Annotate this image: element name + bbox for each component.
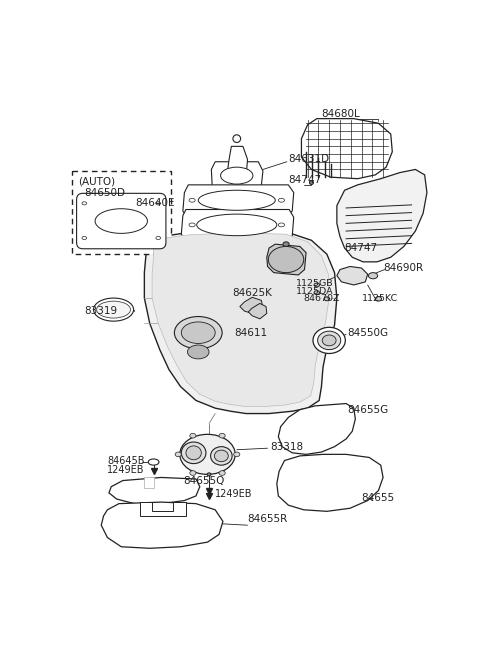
Text: 84655R: 84655R: [248, 514, 288, 524]
Ellipse shape: [95, 209, 147, 233]
FancyBboxPatch shape: [77, 193, 166, 249]
Polygon shape: [211, 162, 263, 189]
Text: 84631D: 84631D: [288, 155, 329, 164]
Ellipse shape: [314, 283, 320, 287]
Ellipse shape: [314, 291, 320, 295]
Polygon shape: [152, 233, 329, 407]
Ellipse shape: [324, 297, 330, 301]
Polygon shape: [337, 170, 427, 262]
Ellipse shape: [82, 236, 86, 240]
Ellipse shape: [175, 452, 181, 457]
Text: 84550G: 84550G: [348, 328, 389, 338]
Polygon shape: [109, 477, 200, 504]
Text: 83319: 83319: [84, 306, 118, 316]
Text: 84680L: 84680L: [322, 109, 360, 119]
Ellipse shape: [181, 442, 206, 464]
Text: 84645B: 84645B: [108, 455, 145, 466]
Polygon shape: [101, 502, 223, 548]
Ellipse shape: [181, 322, 215, 343]
Ellipse shape: [148, 459, 159, 465]
Ellipse shape: [180, 434, 235, 474]
Polygon shape: [181, 210, 294, 240]
Ellipse shape: [198, 190, 275, 210]
Ellipse shape: [211, 447, 232, 465]
Ellipse shape: [268, 246, 304, 272]
Text: 84690R: 84690R: [383, 263, 423, 273]
Polygon shape: [140, 502, 186, 516]
Ellipse shape: [94, 298, 133, 321]
Polygon shape: [183, 185, 294, 215]
Ellipse shape: [215, 450, 228, 462]
Polygon shape: [278, 403, 355, 455]
Text: 1249EB: 1249EB: [108, 465, 145, 475]
Text: 1125GB: 1125GB: [296, 279, 334, 288]
Polygon shape: [248, 303, 267, 319]
Ellipse shape: [322, 335, 336, 346]
Ellipse shape: [233, 135, 240, 143]
Ellipse shape: [156, 202, 160, 205]
Ellipse shape: [369, 272, 378, 279]
Ellipse shape: [221, 167, 253, 184]
Text: 84670Z: 84670Z: [304, 294, 340, 303]
Polygon shape: [337, 267, 368, 285]
Ellipse shape: [82, 202, 86, 205]
Text: 84611: 84611: [234, 328, 267, 338]
Text: 84747: 84747: [288, 176, 322, 185]
Text: 83318: 83318: [271, 441, 304, 452]
Text: (AUTO): (AUTO): [78, 176, 115, 186]
Ellipse shape: [283, 242, 289, 246]
Text: 84650D: 84650D: [84, 187, 125, 198]
Polygon shape: [144, 231, 337, 413]
Text: 84655: 84655: [361, 493, 395, 503]
Text: 84640E: 84640E: [136, 198, 175, 208]
Text: 84747: 84747: [345, 243, 378, 253]
Polygon shape: [277, 455, 383, 512]
Ellipse shape: [234, 452, 240, 457]
FancyBboxPatch shape: [72, 171, 170, 254]
Ellipse shape: [219, 471, 225, 476]
Ellipse shape: [174, 316, 222, 349]
Ellipse shape: [278, 223, 285, 227]
Text: 84625K: 84625K: [232, 288, 272, 297]
Ellipse shape: [278, 198, 285, 202]
Ellipse shape: [190, 434, 196, 438]
Ellipse shape: [96, 301, 131, 318]
Ellipse shape: [310, 181, 313, 185]
Ellipse shape: [207, 473, 211, 476]
Ellipse shape: [375, 297, 382, 301]
Polygon shape: [267, 244, 306, 275]
Text: 1249EB: 1249EB: [215, 489, 252, 499]
Ellipse shape: [318, 331, 341, 350]
Text: 84655Q: 84655Q: [183, 476, 224, 485]
Ellipse shape: [188, 345, 209, 359]
Polygon shape: [240, 297, 263, 314]
Text: 1125KC: 1125KC: [361, 294, 398, 303]
Polygon shape: [144, 477, 154, 488]
Text: 84655G: 84655G: [348, 405, 389, 415]
Ellipse shape: [197, 214, 277, 236]
Ellipse shape: [156, 236, 160, 240]
Ellipse shape: [189, 198, 195, 202]
Ellipse shape: [190, 471, 196, 476]
Ellipse shape: [186, 446, 201, 460]
Ellipse shape: [313, 328, 345, 354]
Polygon shape: [227, 146, 248, 177]
Text: 1125DA: 1125DA: [296, 287, 334, 295]
Ellipse shape: [189, 223, 195, 227]
Ellipse shape: [219, 434, 225, 438]
Polygon shape: [301, 119, 392, 179]
